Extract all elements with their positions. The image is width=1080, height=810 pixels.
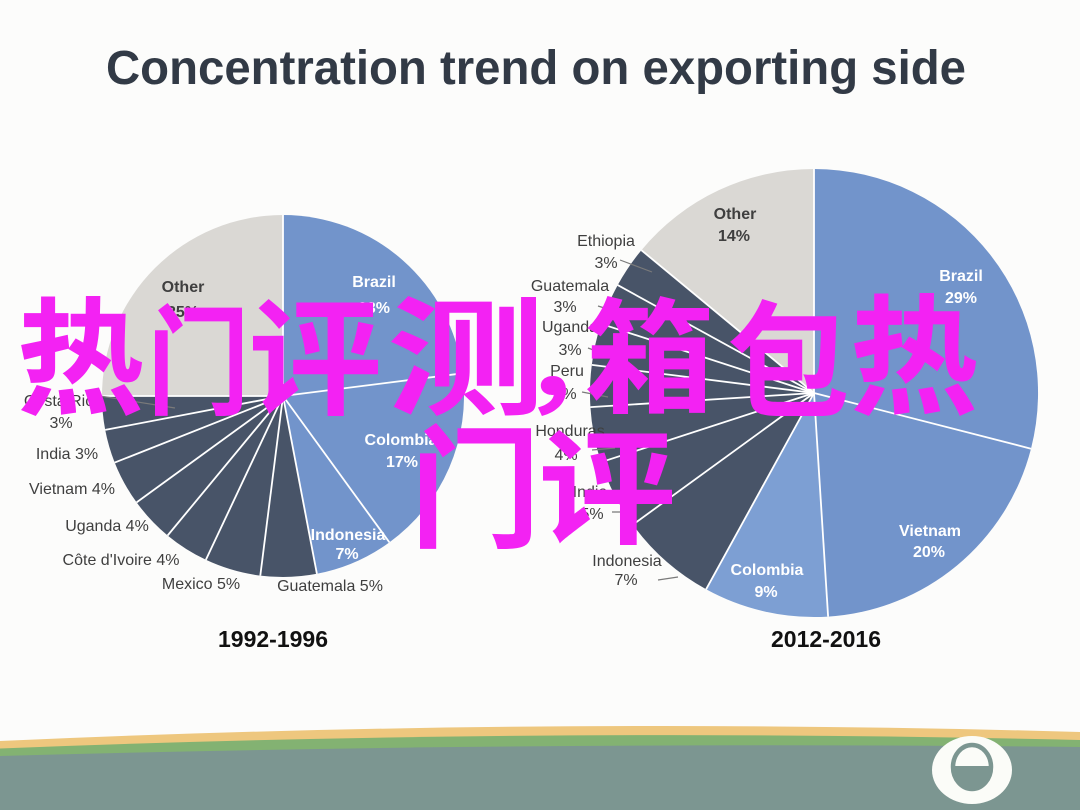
svg-text:Brazil: Brazil (352, 274, 396, 291)
svg-text:Colombia: Colombia (365, 432, 438, 449)
svg-text:Peru: Peru (550, 363, 584, 380)
svg-text:Ethiopia: Ethiopia (577, 233, 635, 250)
svg-text:Other: Other (714, 206, 757, 223)
svg-text:Mexico 5%: Mexico 5% (162, 576, 240, 593)
svg-text:9%: 9% (754, 584, 777, 601)
svg-text:3%: 3% (594, 255, 617, 272)
svg-text:29%: 29% (945, 290, 977, 307)
svg-text:Guatemala 5%: Guatemala 5% (277, 578, 383, 595)
svg-text:Colombia: Colombia (731, 562, 804, 579)
svg-text:Guatemala: Guatemala (531, 278, 609, 295)
svg-text:Côte d'Ivoire 4%: Côte d'Ivoire 4% (63, 552, 180, 569)
svg-text:20%: 20% (913, 544, 945, 561)
svg-text:3%: 3% (553, 299, 576, 316)
svg-text:Indonesia: Indonesia (592, 553, 661, 570)
svg-text:Brazil: Brazil (939, 268, 983, 285)
svg-text:3%: 3% (49, 415, 72, 432)
svg-text:1992-1996: 1992-1996 (218, 626, 328, 652)
svg-text:3%: 3% (558, 342, 581, 359)
svg-text:Other: Other (162, 279, 205, 296)
svg-text:Vietnam: Vietnam (899, 523, 961, 540)
svg-text:Concentration trend on exporti: Concentration trend on exporting side (106, 42, 966, 95)
svg-text:India 3%: India 3% (36, 446, 98, 463)
svg-text:2012-2016: 2012-2016 (771, 626, 881, 652)
svg-text:7%: 7% (335, 546, 358, 563)
svg-text:Indonesia: Indonesia (311, 527, 386, 544)
svg-text:Uganda 4%: Uganda 4% (65, 518, 149, 535)
svg-text:7%: 7% (614, 572, 637, 589)
svg-text:17%: 17% (386, 454, 418, 471)
svg-text:14%: 14% (718, 228, 750, 245)
svg-text:Vietnam 4%: Vietnam 4% (29, 481, 115, 498)
svg-text:Uganda: Uganda (542, 319, 598, 336)
